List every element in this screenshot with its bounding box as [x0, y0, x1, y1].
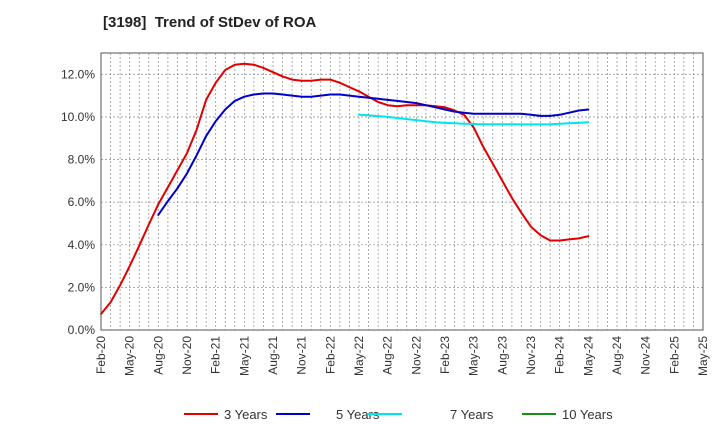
- x-tick-label: May-25: [696, 336, 710, 376]
- plot-area-border: [100, 52, 704, 331]
- legend-label-7-years: 7 Years: [450, 407, 494, 422]
- series-layer: [100, 62, 590, 315]
- x-tick-label: Nov-24: [639, 336, 653, 375]
- x-tick-label: May-24: [581, 336, 595, 376]
- y-tick-label: 0.0%: [68, 323, 96, 337]
- series-line-7-years: [358, 113, 590, 126]
- chart-title: [3198] Trend of StDev of ROA: [103, 14, 317, 31]
- x-tick-label: Feb-22: [323, 336, 337, 374]
- x-tick-label: Feb-20: [94, 336, 108, 374]
- series-line-5-years: [157, 92, 590, 216]
- x-tick-label: May-23: [467, 336, 481, 376]
- x-tick-label: Nov-22: [409, 336, 423, 375]
- series-line-3-years: [100, 62, 590, 315]
- legend-label-3-years: 3 Years: [224, 407, 268, 422]
- x-tick-label: Nov-23: [524, 336, 538, 375]
- x-tick-label: Nov-21: [295, 336, 309, 375]
- axis-layer: 0.0% 2.0% 4.0% 6.0% 8.0% 10.0% 12.0% Feb-20 May-…: [61, 52, 710, 376]
- grid-layer: [101, 53, 703, 330]
- y-tick-label: 10.0%: [61, 110, 95, 124]
- x-tick-label: May-20: [123, 336, 137, 376]
- y-tick-label: 4.0%: [68, 238, 96, 252]
- x-tick-label: Feb-21: [209, 336, 223, 374]
- legend-label-5-years: 5 Years: [336, 407, 380, 422]
- y-tick-label: 2.0%: [68, 280, 96, 294]
- y-tick-label: 6.0%: [68, 195, 96, 209]
- x-tick-label: Aug-24: [610, 336, 624, 375]
- x-tick-label: Aug-21: [266, 336, 280, 375]
- x-tick-label: Aug-22: [381, 336, 395, 375]
- x-tick-label: May-22: [352, 336, 366, 376]
- x-tick-label: Feb-23: [438, 336, 452, 374]
- x-tick-label: May-21: [237, 336, 251, 376]
- x-tick-label: Aug-23: [495, 336, 509, 375]
- legend-layer: 3 Years 5 Years 7 Years 10 Years: [184, 407, 613, 422]
- y-tick-label: 12.0%: [61, 67, 95, 81]
- x-tick-label: Feb-25: [667, 336, 681, 374]
- x-tick-label: Nov-20: [180, 336, 194, 375]
- y-tick-label: 8.0%: [68, 153, 96, 167]
- legend-label-10-years: 10 Years: [562, 407, 613, 422]
- x-tick-label: Feb-24: [553, 336, 567, 374]
- x-tick-label: Aug-20: [151, 336, 165, 375]
